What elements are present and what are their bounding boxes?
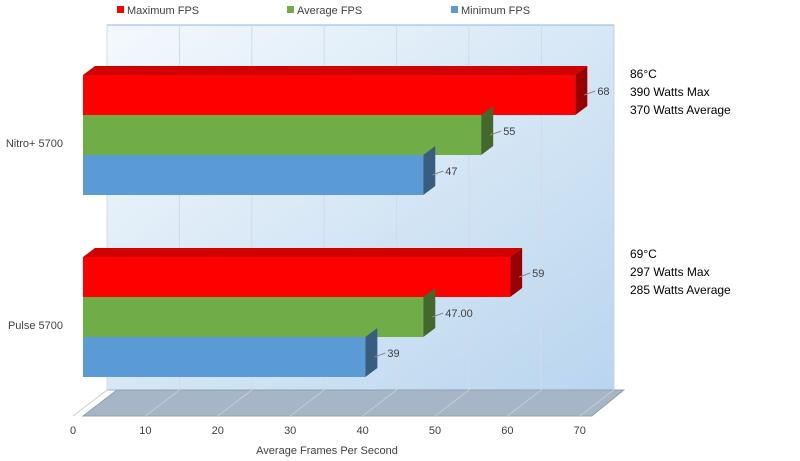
bar-side bbox=[365, 328, 378, 377]
legend-swatch bbox=[451, 6, 458, 13]
leader-line bbox=[432, 170, 444, 176]
floor-gridline bbox=[72, 389, 108, 417]
legend-swatch bbox=[287, 6, 294, 13]
floor-gridline bbox=[145, 389, 180, 417]
floor-gridline bbox=[289, 389, 325, 417]
legend-label: Average FPS bbox=[297, 5, 362, 17]
floor-gridline bbox=[579, 389, 615, 417]
bars bbox=[83, 66, 588, 377]
floor-surface bbox=[81, 389, 626, 417]
bar-front bbox=[83, 337, 366, 377]
floor-gridline bbox=[434, 389, 470, 417]
x-tick-label: 10 bbox=[139, 425, 151, 437]
leader-line bbox=[432, 312, 444, 318]
legend-swatch bbox=[117, 6, 124, 13]
pulse-temperature: 69°C bbox=[630, 247, 657, 261]
floor-gridline bbox=[507, 389, 542, 417]
plot-floor bbox=[81, 389, 626, 417]
x-tick-label: 20 bbox=[212, 425, 224, 437]
legend: Maximum FPS Average FPS Minimum FPS bbox=[117, 5, 530, 17]
bar-front bbox=[83, 257, 511, 297]
nitro-temperature: 86°C bbox=[630, 67, 657, 81]
bar-side bbox=[423, 146, 436, 195]
x-tick-label: 0 bbox=[70, 425, 76, 437]
data-label: 39 bbox=[387, 348, 399, 360]
data-label: 47.00 bbox=[445, 308, 473, 320]
pulse-watts-max: 297 Watts Max bbox=[630, 265, 710, 279]
bar-side bbox=[575, 66, 588, 115]
bar-top bbox=[83, 248, 523, 257]
legend-label: Maximum FPS bbox=[127, 5, 199, 17]
leader-line bbox=[490, 130, 502, 136]
x-tick-label: 60 bbox=[501, 425, 513, 437]
data-labels: 68 55 47 59 47.00 39 bbox=[374, 86, 610, 360]
bar-front bbox=[83, 115, 482, 155]
nitro-watts-max: 390 Watts Max bbox=[630, 85, 710, 99]
category-label: Pulse 5700 bbox=[8, 320, 63, 332]
leader-line bbox=[584, 90, 596, 96]
nitro-watts-average: 370 Watts Average bbox=[630, 103, 731, 117]
category-label: Nitro+ 5700 bbox=[6, 138, 63, 150]
x-tick-label: 30 bbox=[284, 425, 296, 437]
floor-gridline bbox=[217, 389, 253, 417]
leader-line bbox=[518, 272, 531, 278]
data-label: 47 bbox=[445, 166, 457, 178]
floor-gridline bbox=[362, 389, 397, 417]
bar-front bbox=[83, 297, 424, 337]
annotation-pulse: 69°C 297 Watts Max 285 Watts Average bbox=[630, 245, 731, 299]
bar-front bbox=[83, 155, 424, 195]
legend-label: Minimum FPS bbox=[461, 5, 530, 17]
bar-side bbox=[510, 248, 523, 297]
annotation-nitro: 86°C 390 Watts Max 370 Watts Average bbox=[630, 65, 731, 119]
x-tick-label: 40 bbox=[356, 425, 368, 437]
bar-side bbox=[423, 288, 436, 337]
x-axis-title: Average Frames Per Second bbox=[256, 445, 398, 457]
pulse-watts-average: 285 Watts Average bbox=[630, 283, 731, 297]
bar-side bbox=[481, 106, 494, 155]
x-tick-label: 70 bbox=[574, 425, 586, 437]
bar-top bbox=[83, 66, 588, 75]
x-axis-ticks: 0 10 20 30 40 50 60 70 bbox=[70, 425, 586, 437]
data-label: 55 bbox=[503, 126, 515, 138]
data-label: 68 bbox=[597, 86, 609, 98]
data-label: 59 bbox=[532, 268, 544, 280]
category-labels: Nitro+ 5700 Pulse 5700 bbox=[6, 138, 63, 332]
leader-line bbox=[374, 352, 386, 358]
x-tick-label: 50 bbox=[429, 425, 441, 437]
bar-front bbox=[83, 75, 576, 115]
